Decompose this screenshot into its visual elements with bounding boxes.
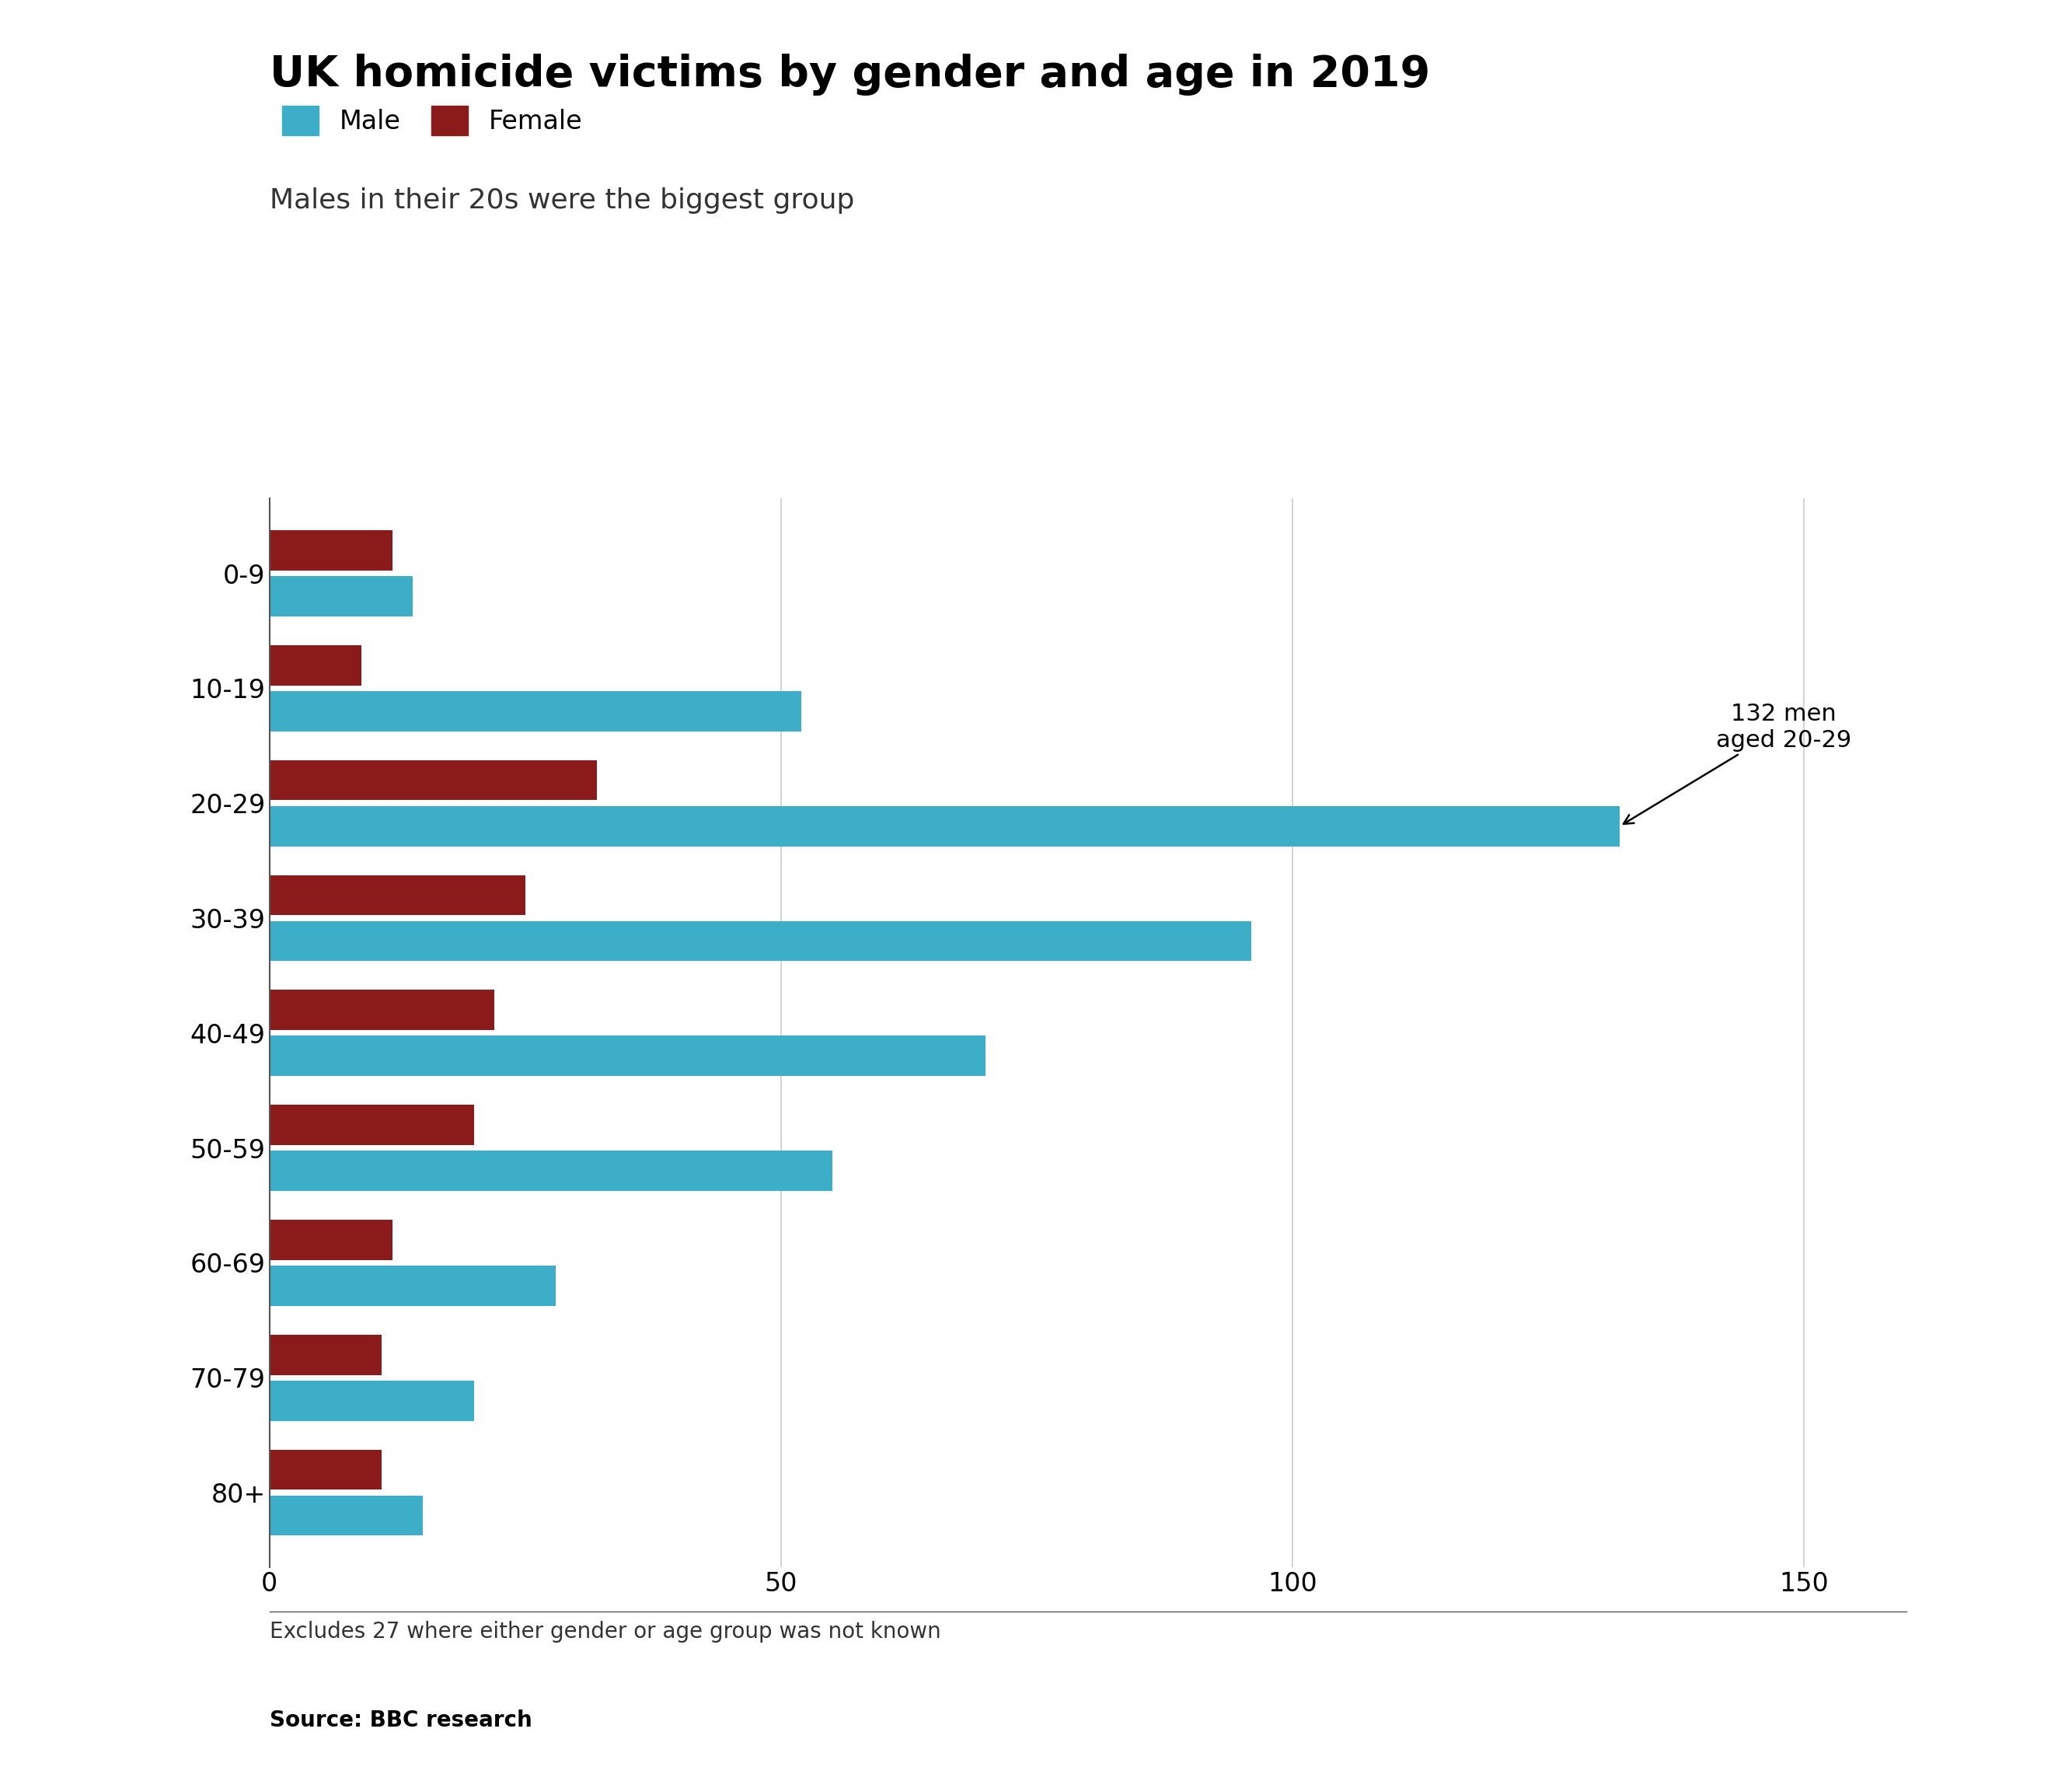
Bar: [269, 577, 412, 616]
Bar: [269, 691, 802, 732]
Bar: [269, 921, 1251, 962]
Bar: [269, 1151, 833, 1191]
Bar: [269, 1037, 986, 1076]
Bar: [269, 874, 524, 915]
Bar: [269, 1266, 555, 1305]
Legend: Male, Female: Male, Female: [282, 105, 582, 135]
Text: Source: BBC research: Source: BBC research: [269, 1710, 533, 1731]
Text: 132 men
aged 20-29: 132 men aged 20-29: [1624, 703, 1850, 825]
Bar: [269, 1220, 392, 1259]
Text: UK homicide victims by gender and age in 2019: UK homicide victims by gender and age in…: [269, 53, 1430, 96]
Bar: [269, 1380, 474, 1421]
Bar: [269, 807, 1620, 846]
Text: Excludes 27 where either gender or age group was not known: Excludes 27 where either gender or age g…: [269, 1621, 941, 1642]
Bar: [269, 760, 597, 800]
Bar: [269, 1104, 474, 1145]
Bar: [269, 645, 361, 686]
Text: BBC: BBC: [1859, 1701, 1923, 1726]
Bar: [269, 990, 495, 1029]
Bar: [269, 1450, 381, 1489]
Bar: [269, 1334, 381, 1375]
Bar: [269, 1496, 423, 1535]
Bar: [269, 531, 392, 570]
Text: Males in their 20s were the biggest group: Males in their 20s were the biggest grou…: [269, 187, 854, 214]
